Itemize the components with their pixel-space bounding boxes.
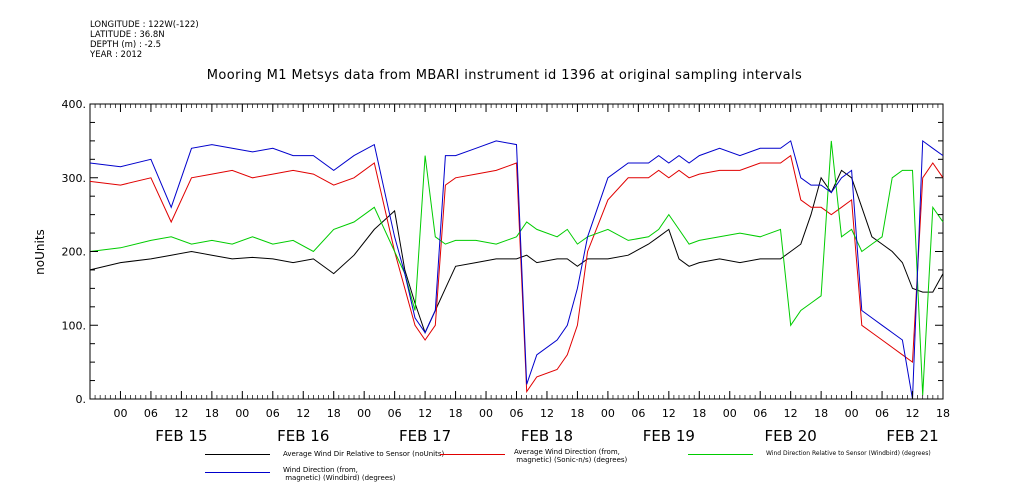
longitude-text: LONGITUDE : 122W(-122) [90,20,199,30]
x-tick-label: 06 [388,407,402,420]
x-tick-label: 12 [784,407,798,420]
x-tick-label: 06 [266,407,280,420]
year-text: YEAR : 2012 [90,50,143,60]
x-tick-label: 00 [723,407,737,420]
series-line-2 [89,154,944,394]
x-tick-label: 12 [540,407,554,420]
x-day-label: FEB 15 [155,427,207,445]
legend-swatch-green [688,454,753,455]
x-tick-label: 00 [113,407,127,420]
x-tick-label: 18 [814,407,828,420]
depth-text: DEPTH (m) : -2.5 [90,40,162,50]
series-layer [89,139,944,400]
x-tick-label: 12 [418,407,432,420]
x-tick-label: 00 [357,407,371,420]
legend-entry-4: Wind Direction (from, magnetic) (Windbir… [283,466,396,482]
x-tick-label: 18 [936,407,950,420]
y-tick-label: 400. [62,98,87,111]
x-tick-label: 12 [296,407,310,420]
series-line-1 [89,169,944,334]
y-tick-label: 200. [62,246,87,259]
x-tick-label: 06 [753,407,767,420]
legend-entry-1: Average Wind Dir Relative to Sensor (noU… [283,450,445,458]
y-axis-label: noUnits [33,229,47,275]
x-tick-label: 12 [662,407,676,420]
x-day-label: FEB 18 [521,427,573,445]
x-tick-label: 00 [845,407,859,420]
x-tick-label: 06 [144,407,158,420]
chart-title: Mooring M1 Metsys data from MBARI instru… [206,68,803,83]
x-tick-label: 12 [906,407,920,420]
x-day-label: FEB 20 [765,427,817,445]
axes: 0. 100. 200. 300. 400. 00 06 12 18 00 06 12 18 00 06 12… [62,98,951,445]
x-tick-label: 18 [570,407,584,420]
x-day-label: FEB 19 [643,427,695,445]
series-line-4 [89,139,944,400]
legend-swatch-red [440,454,505,455]
legend-entry-2: Average Wind Direction (from, magnetic) … [514,448,628,464]
x-day-label: FEB 16 [277,427,329,445]
x-tick-label: 06 [631,407,645,420]
y-tick-label: 0. [76,393,87,406]
x-tick-label: 18 [449,407,463,420]
y-tick-label: 300. [62,172,87,185]
station-metadata: LONGITUDE : 122W(-122) LATITUDE : 36.8N … [90,20,199,60]
legend-entry-3: Wind Direction Relative to Sensor (Windb… [766,450,931,457]
series-line-3 [89,140,944,396]
x-day-label: FEB 21 [886,427,938,445]
y-tick-label: 100. [62,319,87,332]
legend-swatch-blue [205,472,270,473]
x-tick-label: 12 [174,407,188,420]
latitude-text: LATITUDE : 36.8N [90,30,165,40]
x-day-label: FEB 17 [399,427,451,445]
x-tick-label: 18 [205,407,219,420]
x-tick-label: 18 [692,407,706,420]
legend-swatch-black [205,454,270,455]
x-tick-label: 18 [327,407,341,420]
x-tick-label: 06 [510,407,524,420]
x-tick-label: 00 [601,407,615,420]
x-tick-label: 06 [875,407,889,420]
x-tick-label: 00 [235,407,249,420]
x-tick-label: 00 [479,407,493,420]
